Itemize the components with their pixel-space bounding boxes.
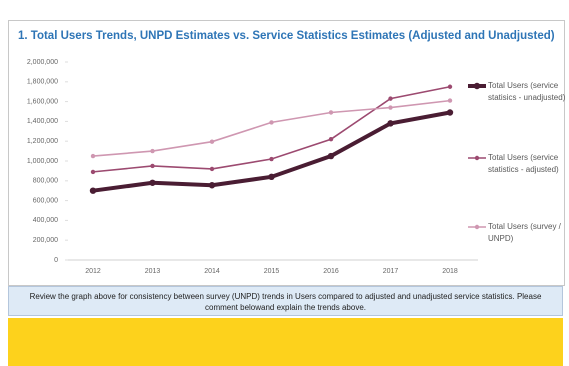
y-tick-label: 600,000 <box>33 197 58 204</box>
legend-entry: Total Users (service statistics - adjust… <box>488 153 559 174</box>
legend-swatch-dot <box>474 224 480 230</box>
chart: 1. Total Users Trends, UNPD Estimates vs… <box>18 30 555 275</box>
y-tick-label: 400,000 <box>33 217 58 224</box>
chart-frame <box>8 20 565 286</box>
comment-box[interactable] <box>8 318 563 366</box>
x-tick-label: 2014 <box>204 268 220 275</box>
y-tick-label: 1,200,000 <box>27 138 58 145</box>
x-tick-label: 2017 <box>383 268 399 275</box>
y-tick-label: 200,000 <box>33 237 58 244</box>
data-point <box>209 139 215 144</box>
x-tick-label: 2016 <box>323 268 339 275</box>
x-tick-label: 2012 <box>85 268 101 275</box>
y-tick-label: 0 <box>54 257 58 264</box>
chart-title: 1. Total Users Trends, UNPD Estimates vs… <box>18 30 555 42</box>
data-point <box>269 120 274 125</box>
instruction-text: Review the graph above for consistency b… <box>8 286 563 316</box>
y-tick-label: 1,000,000 <box>27 158 58 165</box>
x-tick-label: 2015 <box>264 268 280 275</box>
legend-swatch-dot <box>474 155 480 161</box>
legend-entry: Total Users (service statisics - unadjus… <box>488 81 566 102</box>
data-point <box>150 163 155 169</box>
y-tick-label: 2,000,000 <box>27 59 58 66</box>
legend-swatch-dot <box>473 82 481 90</box>
y-tick-label: 800,000 <box>33 178 58 185</box>
data-point <box>447 84 453 89</box>
data-point <box>208 182 216 189</box>
series-line <box>92 99 451 157</box>
y-tick-label: 1,800,000 <box>27 79 58 86</box>
legend-entry: Total Users (survey / UNPD) <box>488 222 561 243</box>
data-point <box>150 148 155 154</box>
x-tick-label: 2018 <box>442 268 458 275</box>
data-point <box>90 153 96 159</box>
data-point <box>90 169 96 175</box>
data-point <box>446 109 454 116</box>
data-point <box>327 152 335 160</box>
data-point <box>269 156 274 162</box>
data-point <box>388 96 393 101</box>
data-point <box>447 98 453 103</box>
data-point <box>89 187 97 194</box>
y-tick-label: 1,400,000 <box>27 118 58 125</box>
data-point <box>328 110 334 115</box>
data-point <box>387 120 394 127</box>
data-point <box>328 137 334 142</box>
data-point <box>209 166 215 172</box>
data-point <box>149 179 156 186</box>
x-tick-label: 2013 <box>145 268 161 275</box>
y-tick-label: 1,600,000 <box>27 98 58 105</box>
data-point <box>268 173 275 181</box>
data-point <box>388 105 393 110</box>
